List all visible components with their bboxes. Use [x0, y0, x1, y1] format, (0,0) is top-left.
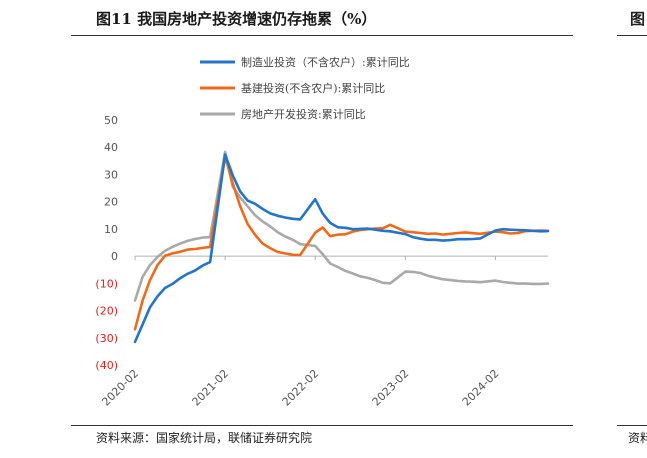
y-tick-label: 10	[104, 223, 118, 236]
series-lines	[133, 150, 550, 344]
y-axis: 50 40 30 20 10 0 (10) (20) (30) (40)	[95, 114, 118, 372]
y-tick-label: (10)	[95, 277, 118, 290]
y-tick-label: 20	[104, 196, 118, 209]
y-tick-label: 50	[104, 114, 118, 127]
legend-label-1: 基建投资(不含农户):累计同比	[241, 81, 385, 95]
y-tick-label: (30)	[95, 332, 118, 345]
x-axis: 2020-02 2021-02 2022-02 2023-02 2024-02	[99, 255, 548, 409]
next-figure-title-fragment: 图	[630, 10, 646, 28]
figure-title: 图11 我国房地产投资增速仍存拖累（%）	[96, 10, 377, 28]
y-tick-label: (20)	[95, 305, 118, 318]
top-rule	[71, 35, 573, 36]
bottom-rule	[71, 425, 573, 426]
x-tick-label: 2024-02	[460, 367, 502, 409]
series-line-2	[133, 150, 550, 302]
x-tick-label: 2021-02	[190, 367, 232, 409]
legend-label-0: 制造业投资（不含农户）:累计同比	[241, 55, 410, 69]
legend-label-2: 房地产开发投资:累计同比	[241, 107, 366, 121]
x-tick-label: 2022-02	[280, 367, 322, 409]
y-tick-label: 40	[104, 141, 118, 154]
series-line-1	[133, 155, 550, 331]
x-tick-label: 2020-02	[99, 367, 141, 409]
y-tick-label: 30	[104, 168, 118, 181]
top-rule-next	[617, 35, 647, 36]
x-tick-label: 2023-02	[370, 367, 412, 409]
series-line-0	[133, 153, 550, 344]
y-tick-label: (40)	[95, 359, 118, 372]
legend: 制造业投资（不含农户）:累计同比基建投资(不含农户):累计同比房地产开发投资:累…	[200, 55, 410, 121]
bottom-rule-next	[617, 425, 647, 426]
next-figure-source-fragment: 资料	[628, 431, 647, 445]
y-tick-label: 0	[111, 250, 118, 263]
source-note: 资料来源：国家统计局，联储证券研究院	[96, 431, 313, 445]
